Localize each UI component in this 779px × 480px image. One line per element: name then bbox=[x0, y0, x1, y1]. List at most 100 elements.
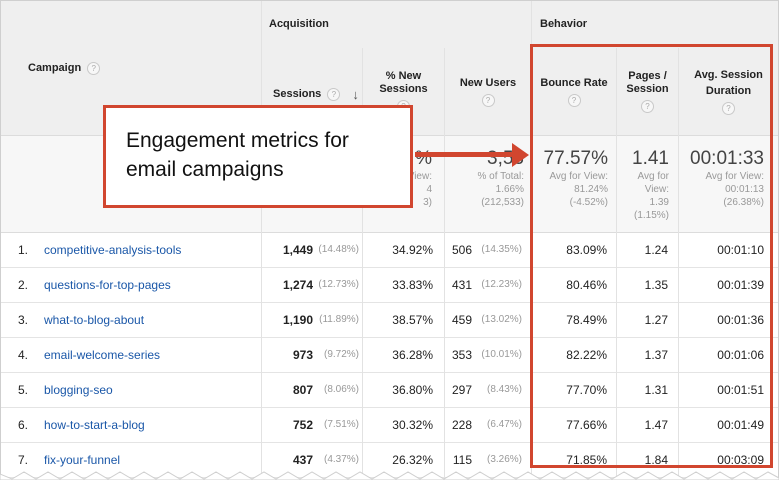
total-sub-line: 00:01:13 bbox=[725, 184, 764, 195]
pct-new-value: 38.57% bbox=[392, 313, 433, 327]
duration-value: 00:01:06 bbox=[717, 348, 764, 362]
campaign-link[interactable]: questions-for-top-pages bbox=[44, 278, 171, 292]
bounce-value: 77.66% bbox=[566, 418, 607, 432]
pages-value: 1.37 bbox=[644, 348, 668, 362]
help-icon[interactable]: ? bbox=[481, 93, 495, 107]
pages-value: 1.24 bbox=[644, 243, 668, 257]
total-duration-value: 00:01:33 bbox=[690, 148, 764, 169]
pages-value: 1.35 bbox=[644, 278, 668, 292]
pages-value: 1.84 bbox=[644, 453, 668, 467]
sessions-pct: (9.72%) bbox=[323, 349, 359, 360]
row-index: 2. bbox=[18, 278, 29, 292]
help-icon[interactable]: ? bbox=[567, 93, 581, 107]
bounce-value: 71.85% bbox=[566, 453, 607, 467]
column-divider bbox=[616, 48, 617, 479]
new-users-pct: (13.02%) bbox=[481, 314, 522, 325]
help-icon[interactable]: ? bbox=[327, 88, 341, 101]
pages-value: 1.27 bbox=[644, 313, 668, 327]
pages-label-2: Session bbox=[626, 83, 669, 95]
callout-arrow-head bbox=[512, 143, 529, 167]
table-row: 6. how-to-start-a-blog 752 (7.51%) 30.32% 228… bbox=[1, 407, 778, 443]
callout-arrow bbox=[415, 152, 517, 157]
new-users-value: 297 bbox=[451, 383, 472, 397]
pct-new-label-1: % New bbox=[385, 70, 422, 82]
pct-new-value: 34.92% bbox=[392, 243, 433, 257]
sessions-value: 973 bbox=[292, 348, 313, 362]
avg-label-2: Duration bbox=[705, 84, 752, 97]
campaign-header[interactable]: Campaign ? bbox=[1, 1, 261, 135]
pages-value: 1.47 bbox=[644, 418, 668, 432]
sessions-value: 752 bbox=[292, 418, 313, 432]
bounce-rate-header[interactable]: Bounce Rate ? bbox=[532, 48, 616, 135]
pages-value: 1.31 bbox=[644, 383, 668, 397]
column-divider bbox=[261, 1, 262, 479]
total-sub-line: 1.39 bbox=[649, 197, 669, 208]
duration-value: 00:01:36 bbox=[717, 313, 764, 327]
row-index: 5. bbox=[18, 383, 29, 397]
duration-value: 00:01:39 bbox=[717, 278, 764, 292]
callout-line-1: Engagement metrics for bbox=[126, 129, 349, 152]
duration-value: 00:01:49 bbox=[717, 418, 764, 432]
campaign-link[interactable]: blogging-seo bbox=[44, 383, 113, 397]
new-users-pct: (10.01%) bbox=[481, 349, 522, 360]
table-row: 5. blogging-seo 807 (8.06%) 36.80% 297 (8.43%)… bbox=[1, 372, 778, 408]
pages-per-session-header[interactable]: Pages / Session ? bbox=[617, 48, 678, 135]
table-row: 4. email-welcome-series 973 (9.72%) 36.28% 35… bbox=[1, 337, 778, 373]
campaign-link[interactable]: fix-your-funnel bbox=[44, 453, 121, 467]
total-sub-line: (212,533) bbox=[481, 197, 524, 208]
row-index: 1. bbox=[18, 243, 29, 257]
bounce-value: 82.22% bbox=[566, 348, 607, 362]
sessions-value: 1,190 bbox=[282, 313, 313, 327]
total-sub-line: (-4.52%) bbox=[569, 197, 608, 208]
total-bounce-rate: 77.57% Avg for View: 81.24% (-4.52%) bbox=[544, 148, 608, 209]
pages-label-1: Pages / bbox=[628, 70, 667, 82]
total-sub-line: Avg for bbox=[637, 171, 670, 182]
help-icon[interactable]: ? bbox=[641, 100, 654, 113]
new-users-header[interactable]: New Users ? bbox=[445, 48, 531, 135]
row-index: 7. bbox=[18, 453, 29, 467]
campaign-link[interactable]: competitive-analysis-tools bbox=[44, 243, 182, 257]
new-users-pct: (14.35%) bbox=[481, 244, 522, 255]
avg-session-duration-header[interactable]: Avg. Session Duration ? bbox=[679, 48, 778, 135]
total-sub-line: 4 bbox=[426, 184, 432, 195]
callout-line-2: email campaigns bbox=[126, 158, 284, 181]
sessions-header[interactable]: Sessions ? ↓ bbox=[262, 48, 362, 135]
new-users-pct: (3.26%) bbox=[486, 454, 522, 465]
sessions-pct: (7.51%) bbox=[323, 419, 359, 430]
duration-value: 00:03:09 bbox=[717, 453, 764, 467]
new-users-value: 431 bbox=[451, 278, 472, 292]
sessions-pct: (14.48%) bbox=[318, 244, 359, 255]
sort-desc-icon[interactable]: ↓ bbox=[352, 87, 359, 102]
behavior-group-label: Behavior bbox=[540, 18, 588, 30]
bounce-value: 78.49% bbox=[566, 313, 607, 327]
campaign-link[interactable]: what-to-blog-about bbox=[44, 313, 145, 327]
avg-label-1: Avg. Session bbox=[694, 68, 763, 81]
total-sub-line: View: bbox=[644, 184, 669, 195]
total-sub-line: % of Total: bbox=[477, 171, 524, 182]
torn-edge bbox=[0, 471, 779, 480]
new-users-pct: (8.43%) bbox=[486, 384, 522, 395]
total-sub-line: Avg for View: bbox=[549, 171, 608, 182]
column-divider bbox=[678, 48, 679, 479]
campaign-link[interactable]: how-to-start-a-blog bbox=[44, 418, 145, 432]
column-divider bbox=[362, 48, 363, 479]
sessions-pct: (12.73%) bbox=[318, 279, 359, 290]
pct-new-value: 36.80% bbox=[392, 383, 433, 397]
total-sub-line: (26.38%) bbox=[723, 197, 764, 208]
campaign-link[interactable]: email-welcome-series bbox=[44, 348, 161, 362]
total-avg-duration: 00:01:33 Avg for View: 00:01:13 (26.38%) bbox=[690, 148, 764, 209]
new-users-label: New Users bbox=[459, 76, 517, 89]
bounce-value: 77.70% bbox=[566, 383, 607, 397]
total-sub-line: Avg for View: bbox=[705, 171, 764, 182]
sessions-header-label: Sessions bbox=[273, 88, 322, 100]
acquisition-group-label: Acquisition bbox=[269, 18, 329, 30]
row-index: 6. bbox=[18, 418, 29, 432]
total-sub-line: 3) bbox=[423, 197, 432, 208]
total-sub-line: View: bbox=[407, 171, 432, 182]
new-users-pct: (6.47%) bbox=[486, 419, 522, 430]
bounce-rate-label: Bounce Rate bbox=[540, 76, 608, 89]
table-row: 3. what-to-blog-about 1,190 (11.89%) 38.57% 4… bbox=[1, 302, 778, 338]
sessions-pct: (11.89%) bbox=[319, 314, 359, 325]
help-icon[interactable]: ? bbox=[722, 101, 735, 115]
help-icon[interactable]: ? bbox=[87, 61, 101, 75]
